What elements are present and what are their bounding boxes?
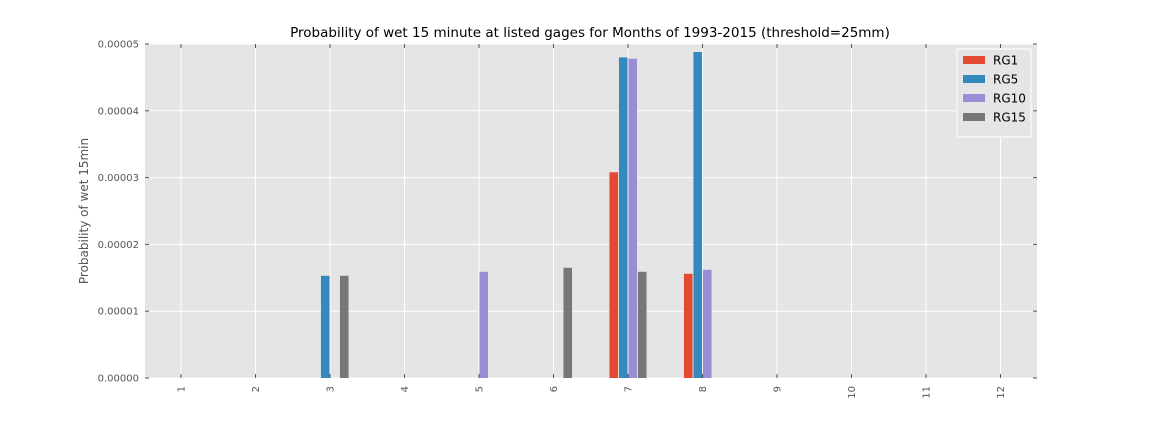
y-tick-label: 0.00004 — [98, 106, 139, 117]
bar-rg15 — [339, 275, 349, 378]
x-tick-label: 12 — [996, 386, 1007, 399]
y-axis: 0.00000 0.00001 0.00002 0.00003 0.00004 0.000… — [98, 40, 1037, 385]
legend-label: RG1 — [993, 54, 1018, 68]
y-tick-label: 0.00003 — [98, 173, 139, 184]
y-tick-label: 0.00002 — [98, 240, 139, 251]
x-tick-label: 6 — [549, 386, 560, 392]
bar-rg5 — [693, 52, 703, 379]
bar-rg5 — [618, 57, 628, 379]
bar-rg10 — [702, 269, 712, 378]
grid — [145, 43, 1037, 379]
x-tick-label: 1 — [177, 386, 188, 392]
bar-rg15 — [637, 271, 647, 378]
chart-title: Probability of wet 15 minute at listed g… — [290, 25, 890, 41]
bar-rg10 — [479, 271, 489, 378]
y-tick-label: 0.00000 — [98, 374, 139, 385]
x-tick-label: 4 — [400, 386, 411, 392]
bar-rg1 — [609, 172, 619, 378]
legend-swatch — [963, 94, 985, 102]
x-tick-label: 3 — [326, 386, 337, 392]
x-tick-label: 2 — [251, 386, 262, 392]
legend-swatch — [963, 56, 985, 64]
legend-swatch — [963, 113, 985, 121]
legend-label: RG10 — [993, 92, 1026, 106]
x-axis: 1 2 3 4 5 6 7 8 9 10 11 12 — [177, 44, 1007, 399]
x-tick-label: 9 — [773, 386, 784, 392]
x-tick-label: 7 — [624, 386, 635, 392]
legend-label: RG15 — [993, 111, 1026, 125]
x-tick-label: 5 — [475, 386, 486, 392]
plot-area — [145, 44, 1037, 378]
bars — [320, 52, 712, 379]
y-tick-label: 0.00001 — [98, 307, 139, 318]
legend-swatch — [963, 75, 985, 83]
y-tick-label: 0.00005 — [98, 40, 139, 51]
legend-label: RG5 — [993, 73, 1018, 87]
x-tick-label: 11 — [922, 386, 933, 399]
x-tick-label: 10 — [847, 386, 858, 399]
bar-rg10 — [628, 58, 638, 379]
legend: RG1 RG5 RG10 RG15 — [956, 48, 1032, 138]
bar-rg1 — [683, 273, 693, 378]
bar-rg15 — [563, 267, 573, 378]
x-tick-label: 8 — [698, 386, 709, 392]
y-axis-label: Probability of wet 15min — [77, 138, 91, 284]
bar-rg5 — [320, 275, 330, 378]
